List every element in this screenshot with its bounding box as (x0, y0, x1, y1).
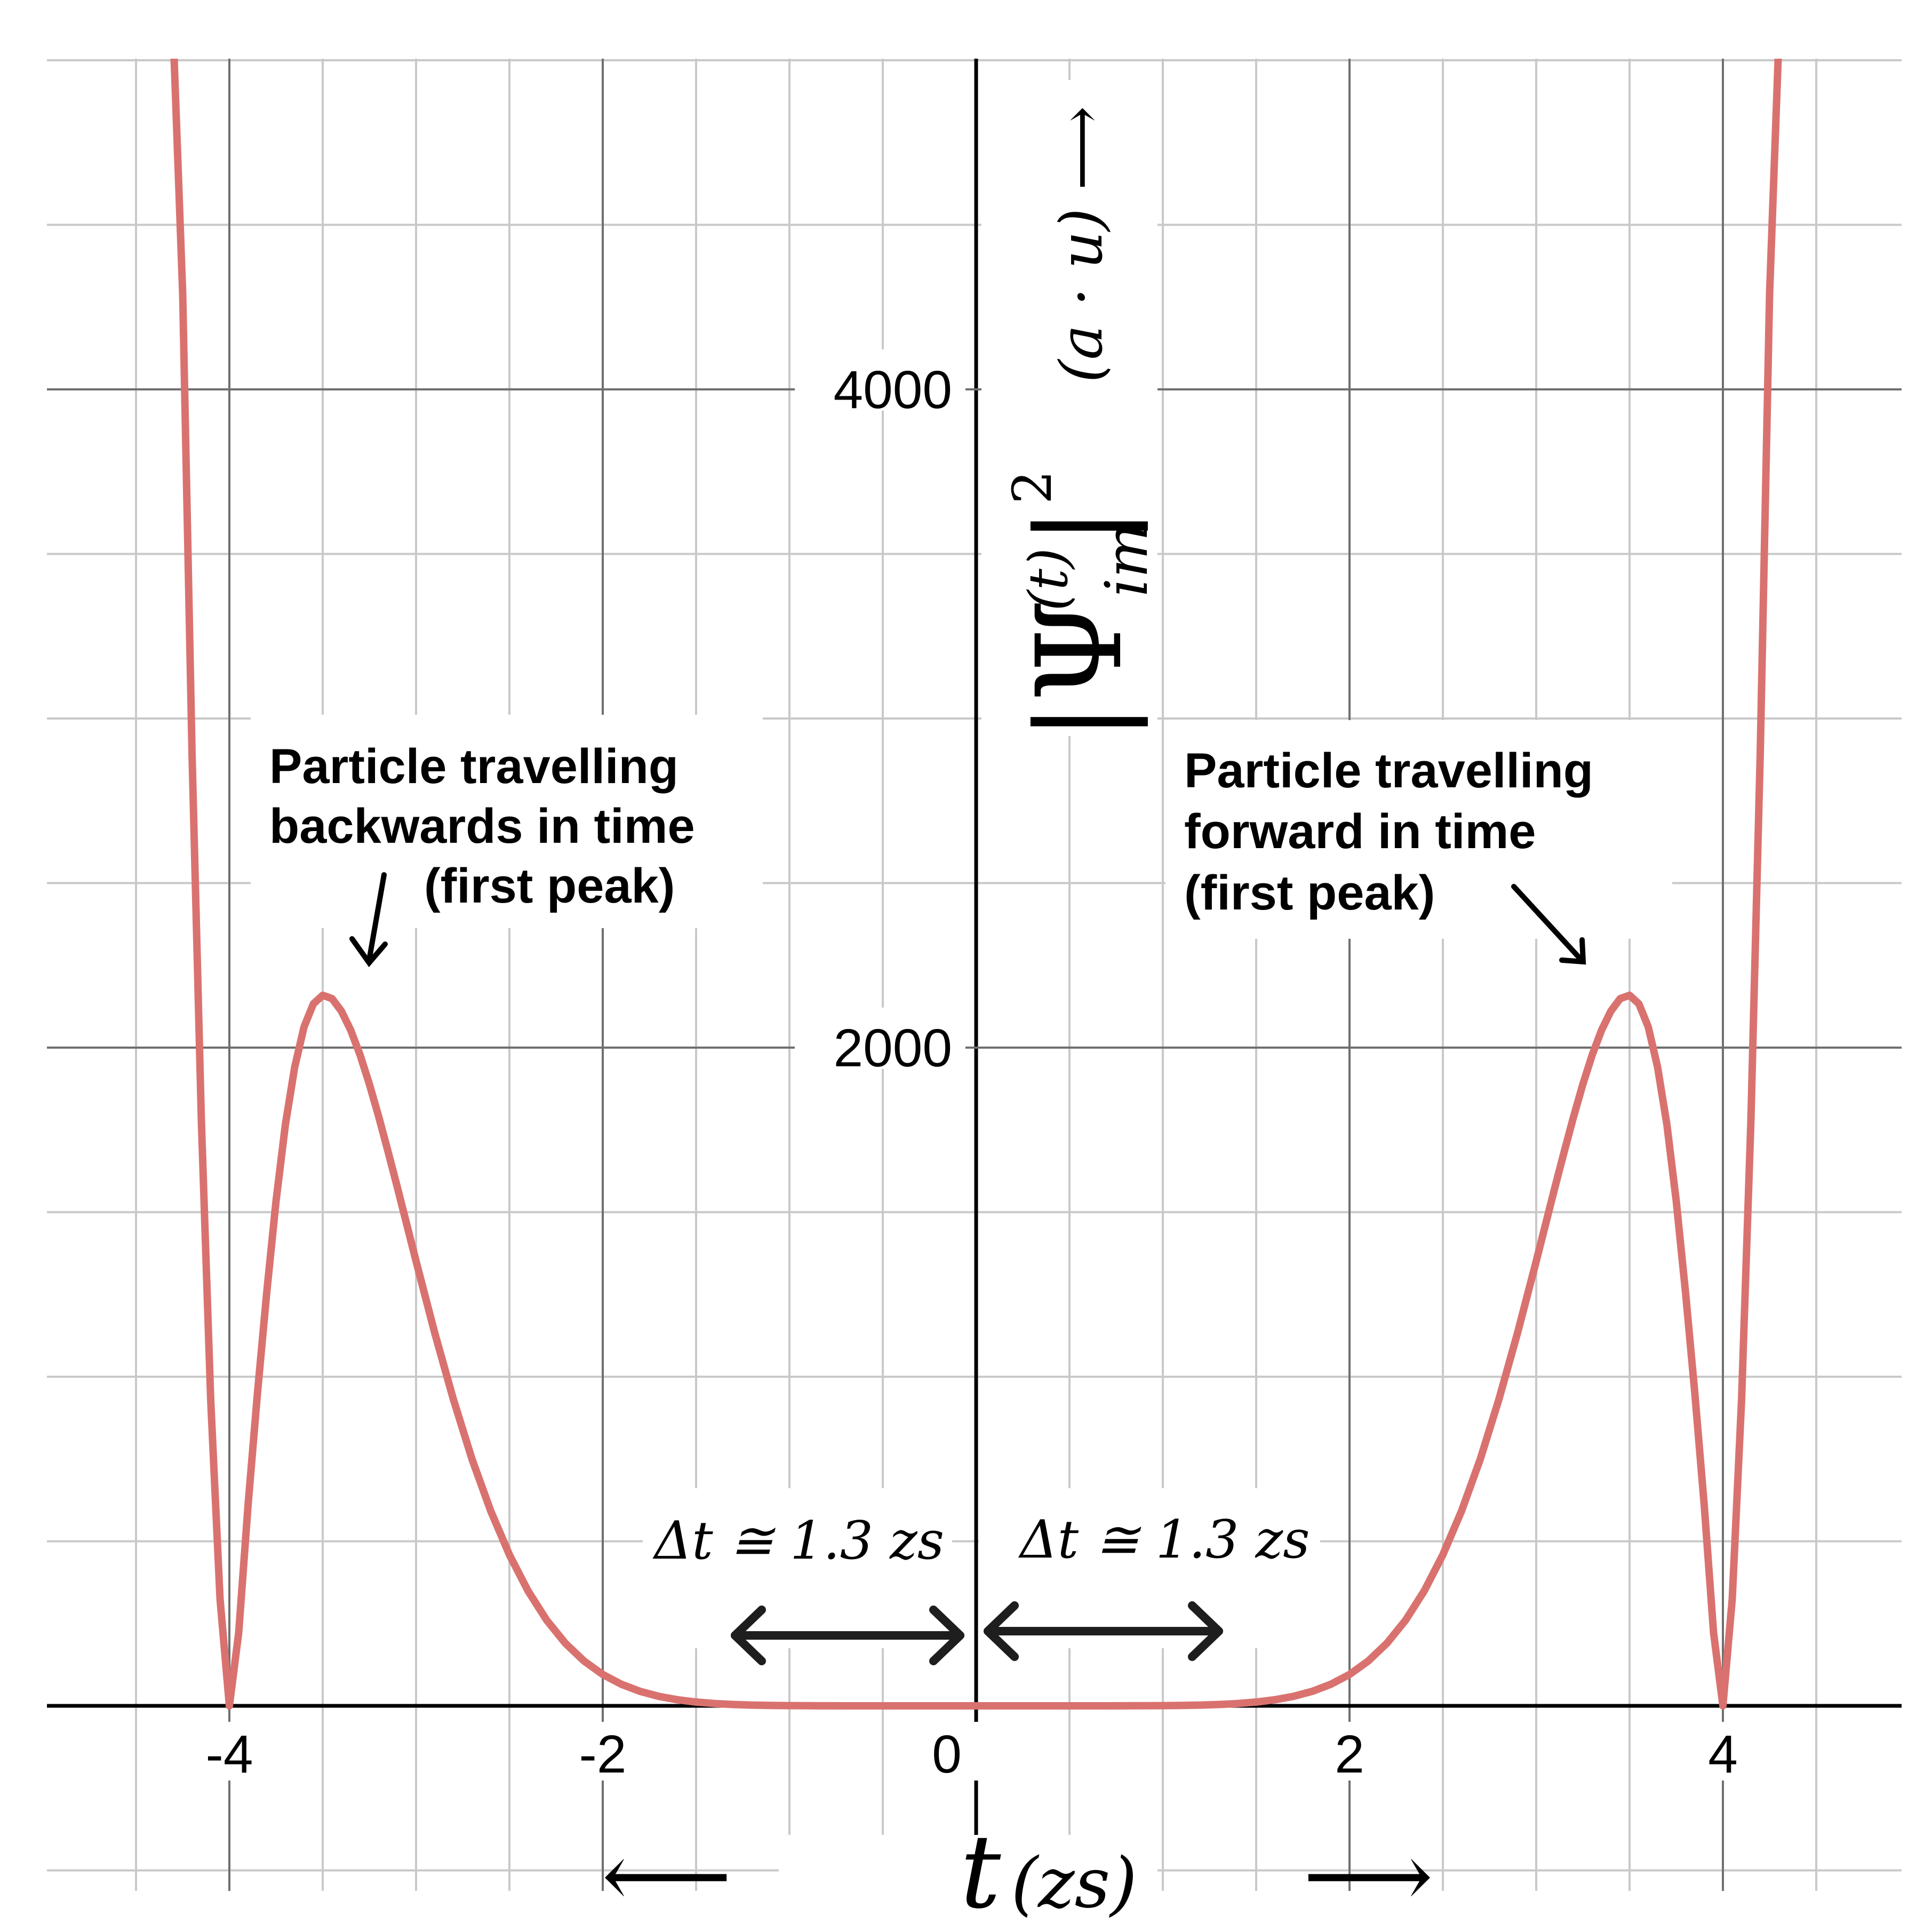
annotation-left-line3: (first peak) (424, 859, 675, 913)
double-arrow-left (731, 1606, 964, 1665)
x-tick-label-bg (1307, 1722, 1392, 1781)
x-tick-label: -4 (206, 1725, 253, 1784)
svg-text:t (zs): t (zs) (960, 1813, 1137, 1931)
annotation-right-line3: (first peak) (1184, 866, 1435, 920)
annotation-left-line2: backwards in time (269, 799, 695, 853)
x-tick-label-bg (560, 1722, 645, 1781)
ylabel-subscript: im (1092, 522, 1161, 597)
bottom-left-arrow: ⟵ (602, 1823, 732, 1929)
x-tick-label: 0 (932, 1725, 962, 1784)
annotation-left-peak: Particle travelling backwards in time (f… (251, 715, 763, 968)
ylabel-unit: (a · u) (1047, 208, 1115, 382)
arrow-right-peak (1511, 884, 1586, 965)
x-tick-label-bg (933, 1722, 1019, 1781)
x-tick-label: -2 (579, 1725, 627, 1784)
x-tick-label-bg (1680, 1722, 1766, 1781)
xlabel-variable: t (960, 1813, 1001, 1931)
x-tick-label: 2 (1335, 1725, 1364, 1784)
interval-right-label: Δt ≅ 1.3 zs (1018, 1510, 1310, 1570)
ylabel-arrow: ⟶ (1047, 106, 1115, 190)
x-tick-label-bg (187, 1722, 272, 1781)
y-tick-label: 2000 (834, 1018, 952, 1078)
bottom-right-arrow: ⟶ (1303, 1823, 1433, 1929)
annotation-right-line1: Particle travelling (1184, 744, 1593, 798)
series-layer (170, 59, 1782, 1710)
annotation-left-line1: Particle travelling (269, 739, 678, 794)
x-axis-label: t (zs) ⟵ ⟶ (602, 1813, 1433, 1931)
annotation-right-line2: forward in time (1184, 804, 1536, 859)
ylabel-power: 2 (1001, 470, 1064, 504)
tick-labels: -4 -2 0 2 4 2000 4000 (187, 349, 1766, 1784)
ylabel-close: | (1011, 506, 1148, 546)
y-tick-label-bg (795, 1008, 965, 1069)
svg-text:|Ψ im (t): |Ψ im (t) | 2 (a · u) ⟶ (1001, 106, 1161, 741)
y-tick-label-bg (795, 349, 965, 411)
series-line-0 (170, 59, 1782, 1710)
interval-left: Δt ≅ 1.3 zs (643, 1488, 964, 1665)
annotation-right-peak: Particle travelling forward in time (fir… (1165, 720, 1672, 965)
arrow-left-peak (349, 872, 388, 968)
x-tick-label: 4 (1708, 1725, 1738, 1784)
interval-right: Δt ≅ 1.3 zs (979, 1488, 1320, 1661)
ylabel-superscript: (t) (1017, 548, 1080, 611)
y-axis-label: |Ψ im (t) | 2 (a · u) ⟶ (981, 80, 1161, 741)
double-arrow-right (984, 1601, 1223, 1661)
xlabel-unit: (zs) (1011, 1842, 1137, 1923)
y-tick-label: 4000 (834, 360, 952, 420)
interval-left-label: Δt ≅ 1.3 zs (652, 1511, 945, 1571)
ylabel-psi: |Ψ (1011, 599, 1148, 741)
